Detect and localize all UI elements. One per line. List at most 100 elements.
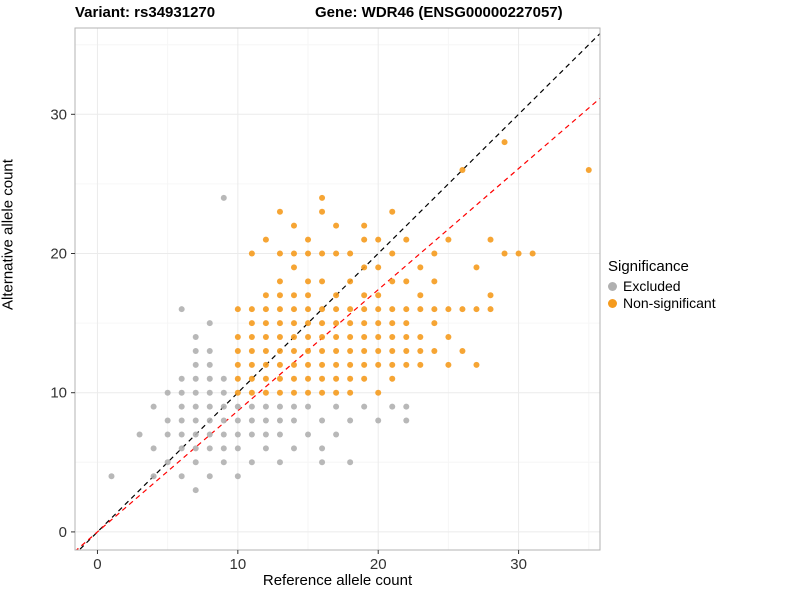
data-point xyxy=(150,403,157,410)
data-point xyxy=(192,487,199,494)
data-point xyxy=(403,403,410,410)
data-point xyxy=(319,459,326,466)
data-point xyxy=(276,375,283,382)
data-point xyxy=(290,375,297,382)
data-point xyxy=(445,334,452,341)
data-point xyxy=(262,389,269,396)
data-point xyxy=(290,320,297,327)
data-point xyxy=(403,417,410,424)
data-point xyxy=(347,278,354,285)
data-point xyxy=(276,292,283,299)
series-non-significant xyxy=(234,139,592,396)
data-point xyxy=(319,417,326,424)
data-point xyxy=(276,306,283,313)
data-point xyxy=(347,320,354,327)
data-point xyxy=(319,347,326,354)
data-point xyxy=(262,445,269,452)
data-point xyxy=(206,417,213,424)
data-point xyxy=(248,459,255,466)
data-point xyxy=(347,417,354,424)
y-tick-label: 20 xyxy=(50,246,67,263)
data-point xyxy=(375,306,382,313)
data-point xyxy=(361,264,368,271)
legend-swatch-icon xyxy=(608,299,617,308)
data-point xyxy=(276,459,283,466)
data-point xyxy=(206,473,213,480)
data-point xyxy=(305,389,312,396)
data-point xyxy=(333,347,340,354)
data-point xyxy=(319,445,326,452)
data-point xyxy=(206,320,213,327)
data-point xyxy=(192,403,199,410)
data-point xyxy=(347,250,354,257)
data-point xyxy=(220,445,227,452)
data-point xyxy=(389,334,396,341)
data-point xyxy=(403,320,410,327)
legend: Significance Excluded Non-significant xyxy=(608,258,798,312)
data-point xyxy=(333,306,340,313)
gene-title: Gene: WDR46 (ENSG00000227057) xyxy=(315,4,563,21)
data-point xyxy=(220,417,227,424)
data-point xyxy=(347,306,354,313)
data-point xyxy=(206,431,213,438)
data-point xyxy=(361,236,368,243)
data-point xyxy=(361,292,368,299)
data-point xyxy=(333,403,340,410)
data-point xyxy=(178,389,185,396)
data-point xyxy=(220,403,227,410)
data-point xyxy=(164,459,171,466)
data-point xyxy=(206,445,213,452)
data-point xyxy=(276,278,283,285)
data-point xyxy=(192,445,199,452)
data-point xyxy=(319,334,326,341)
variant-title: Variant: rs34931270 xyxy=(75,4,216,21)
data-point xyxy=(473,306,480,313)
data-point xyxy=(234,375,241,382)
data-point xyxy=(333,389,340,396)
data-point xyxy=(178,375,185,382)
data-point xyxy=(290,306,297,313)
data-point xyxy=(234,334,241,341)
data-point xyxy=(206,389,213,396)
data-point xyxy=(290,222,297,229)
data-point xyxy=(290,250,297,257)
y-tick-label: 0 xyxy=(59,524,67,541)
data-point xyxy=(347,389,354,396)
data-point xyxy=(487,306,494,313)
data-point xyxy=(108,473,115,480)
data-point xyxy=(361,361,368,368)
data-point xyxy=(361,334,368,341)
data-point xyxy=(192,375,199,382)
data-point xyxy=(305,361,312,368)
data-point xyxy=(248,361,255,368)
data-point xyxy=(220,431,227,438)
data-point xyxy=(375,347,382,354)
data-point xyxy=(361,222,368,229)
data-point xyxy=(234,361,241,368)
data-point xyxy=(220,194,227,201)
data-point xyxy=(305,306,312,313)
series-excluded xyxy=(108,194,410,494)
data-point xyxy=(417,306,424,313)
data-point xyxy=(305,236,312,243)
data-point xyxy=(248,250,255,257)
data-point xyxy=(529,250,536,257)
data-point xyxy=(234,431,241,438)
data-point xyxy=(403,334,410,341)
data-point xyxy=(192,417,199,424)
data-point xyxy=(290,361,297,368)
data-point xyxy=(262,431,269,438)
data-point xyxy=(178,306,185,313)
data-point xyxy=(319,208,326,215)
data-point xyxy=(389,320,396,327)
data-point xyxy=(276,431,283,438)
data-point xyxy=(403,278,410,285)
x-axis-title: Reference allele count xyxy=(262,572,413,589)
data-point xyxy=(248,306,255,313)
data-point xyxy=(262,306,269,313)
data-point xyxy=(389,278,396,285)
data-point xyxy=(361,306,368,313)
data-point xyxy=(333,250,340,257)
data-point xyxy=(431,278,438,285)
